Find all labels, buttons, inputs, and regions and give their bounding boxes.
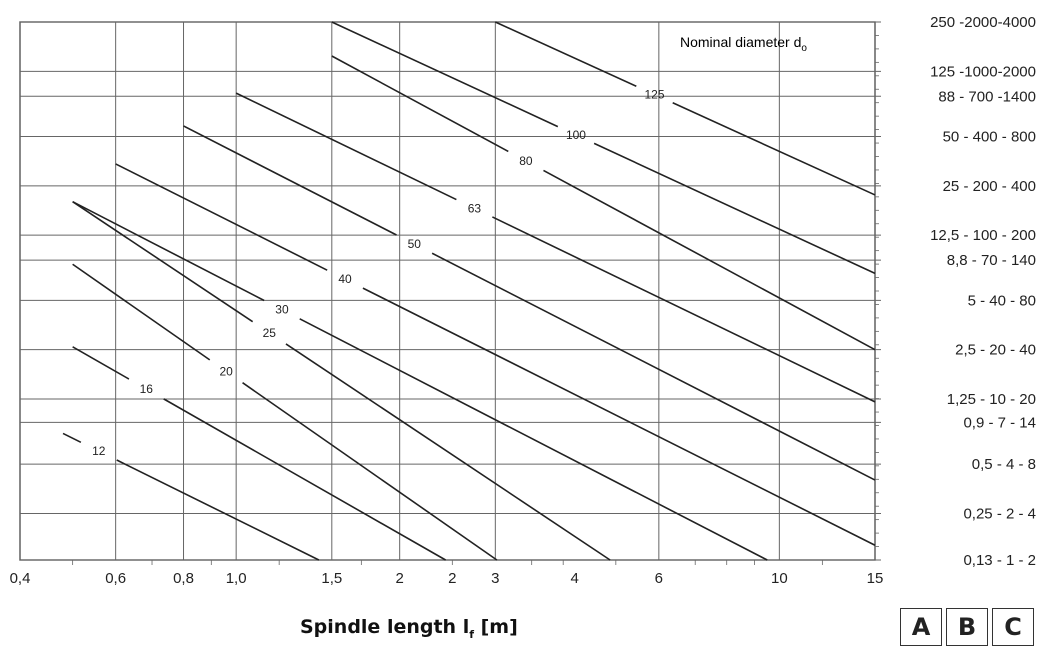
series-line-50 xyxy=(183,125,397,236)
x-tick-label: 10 xyxy=(771,570,788,587)
x-tick-label: 1,5 xyxy=(321,570,342,587)
variant-box-b: B xyxy=(946,608,988,646)
series-line-25 xyxy=(72,201,254,323)
x-tick-label: 6 xyxy=(655,570,663,587)
series-line-40 xyxy=(115,163,328,271)
variant-box-a: A xyxy=(900,608,942,646)
series-line-80 xyxy=(543,169,876,351)
grid-group xyxy=(19,21,881,565)
series-line-50 xyxy=(431,252,876,481)
y-tick-label: 25 - 200 - 400 xyxy=(943,178,1036,195)
y-tick-label: 250 -2000-4000 xyxy=(930,14,1036,31)
x-tick-label: 2 xyxy=(396,570,404,587)
series-label-40: 40 xyxy=(338,272,352,286)
series-label-80: 80 xyxy=(519,154,533,168)
x-tick-label: 1,0 xyxy=(226,570,247,587)
nominal-diameter-note: Nominal diameter do xyxy=(680,34,807,54)
x-axis-title: Spindle length lf [m] xyxy=(300,616,518,641)
x-tick-label: 4 xyxy=(571,570,579,587)
series-line-20 xyxy=(242,382,498,561)
variant-boxes: A B C xyxy=(900,608,1034,646)
y-tick-label: 50 - 400 - 800 xyxy=(943,129,1036,146)
note-subscript: o xyxy=(801,43,807,54)
series-line-63 xyxy=(492,216,876,403)
series-label-100: 100 xyxy=(566,128,586,142)
x-tick-label: 3 xyxy=(491,570,499,587)
x-axis-title-unit: [m] xyxy=(474,616,518,638)
series-line-30 xyxy=(72,200,265,302)
series-line-63 xyxy=(235,92,457,201)
series-label-125: 125 xyxy=(644,88,664,102)
y-tick-label: 125 -1000-2000 xyxy=(930,63,1036,80)
x-axis-title-subscript: f xyxy=(469,627,474,641)
x-tick-labels: 0,4 0,6 0,8 1,0 1,5 2 2 3 4 6 10 15 xyxy=(10,570,884,587)
y-tick-label: 0,13 - 1 - 2 xyxy=(963,552,1036,569)
y-tick-label: 0,5 - 4 - 8 xyxy=(972,456,1036,473)
series-line-30 xyxy=(299,318,768,561)
series-label-20: 20 xyxy=(219,364,233,378)
series-label-30: 30 xyxy=(275,303,289,317)
series-line-12 xyxy=(116,459,320,561)
y-tick-label: 0,9 - 7 - 14 xyxy=(963,414,1036,431)
series-label-12: 12 xyxy=(92,444,106,458)
y-tick-label: 1,25 - 10 - 20 xyxy=(947,391,1036,408)
y-tick-label: 0,25 - 2 - 4 xyxy=(963,505,1036,522)
series-line-125 xyxy=(672,102,876,196)
y-tick-label: 5 - 40 - 80 xyxy=(968,292,1036,309)
y-tick-labels: 250 -2000-4000 125 -1000-2000 88 - 700 -14… xyxy=(930,14,1036,569)
x-tick-label: 0,4 xyxy=(10,570,31,587)
series-line-12 xyxy=(62,432,82,443)
x-axis-title-text: Spindle length l xyxy=(300,616,470,638)
y-tick-label: 88 - 700 -1400 xyxy=(938,88,1036,105)
series-line-125 xyxy=(494,21,637,87)
series-label-63: 63 xyxy=(468,201,482,215)
plot-frame xyxy=(19,21,876,561)
series-group: 12 16 20 25 30 40 50 63 80 100 125 xyxy=(62,21,876,561)
variant-box-c: C xyxy=(992,608,1034,646)
y-tick-label: 12,5 - 100 - 200 xyxy=(930,227,1036,244)
series-label-50: 50 xyxy=(408,237,422,251)
series-line-16 xyxy=(72,346,130,380)
series-line-16 xyxy=(163,398,447,561)
series-line-100 xyxy=(593,142,876,275)
x-tick-label: 15 xyxy=(867,570,884,587)
x-tick-label: 0,6 xyxy=(105,570,126,587)
x-tick-label: 0,8 xyxy=(173,570,194,587)
y-tick-label: 2,5 - 20 - 40 xyxy=(955,342,1036,359)
series-label-16: 16 xyxy=(140,382,154,396)
series-line-25 xyxy=(285,343,611,561)
series-line-20 xyxy=(72,263,211,361)
series-line-80 xyxy=(331,55,509,153)
x-tick-label: 2 xyxy=(448,570,456,587)
series-line-40 xyxy=(362,287,876,546)
series-line-100 xyxy=(331,21,559,128)
series-label-25: 25 xyxy=(263,326,277,340)
note-text: Nominal diameter d xyxy=(680,34,801,50)
y-tick-label: 8,8 - 70 - 140 xyxy=(947,252,1036,269)
